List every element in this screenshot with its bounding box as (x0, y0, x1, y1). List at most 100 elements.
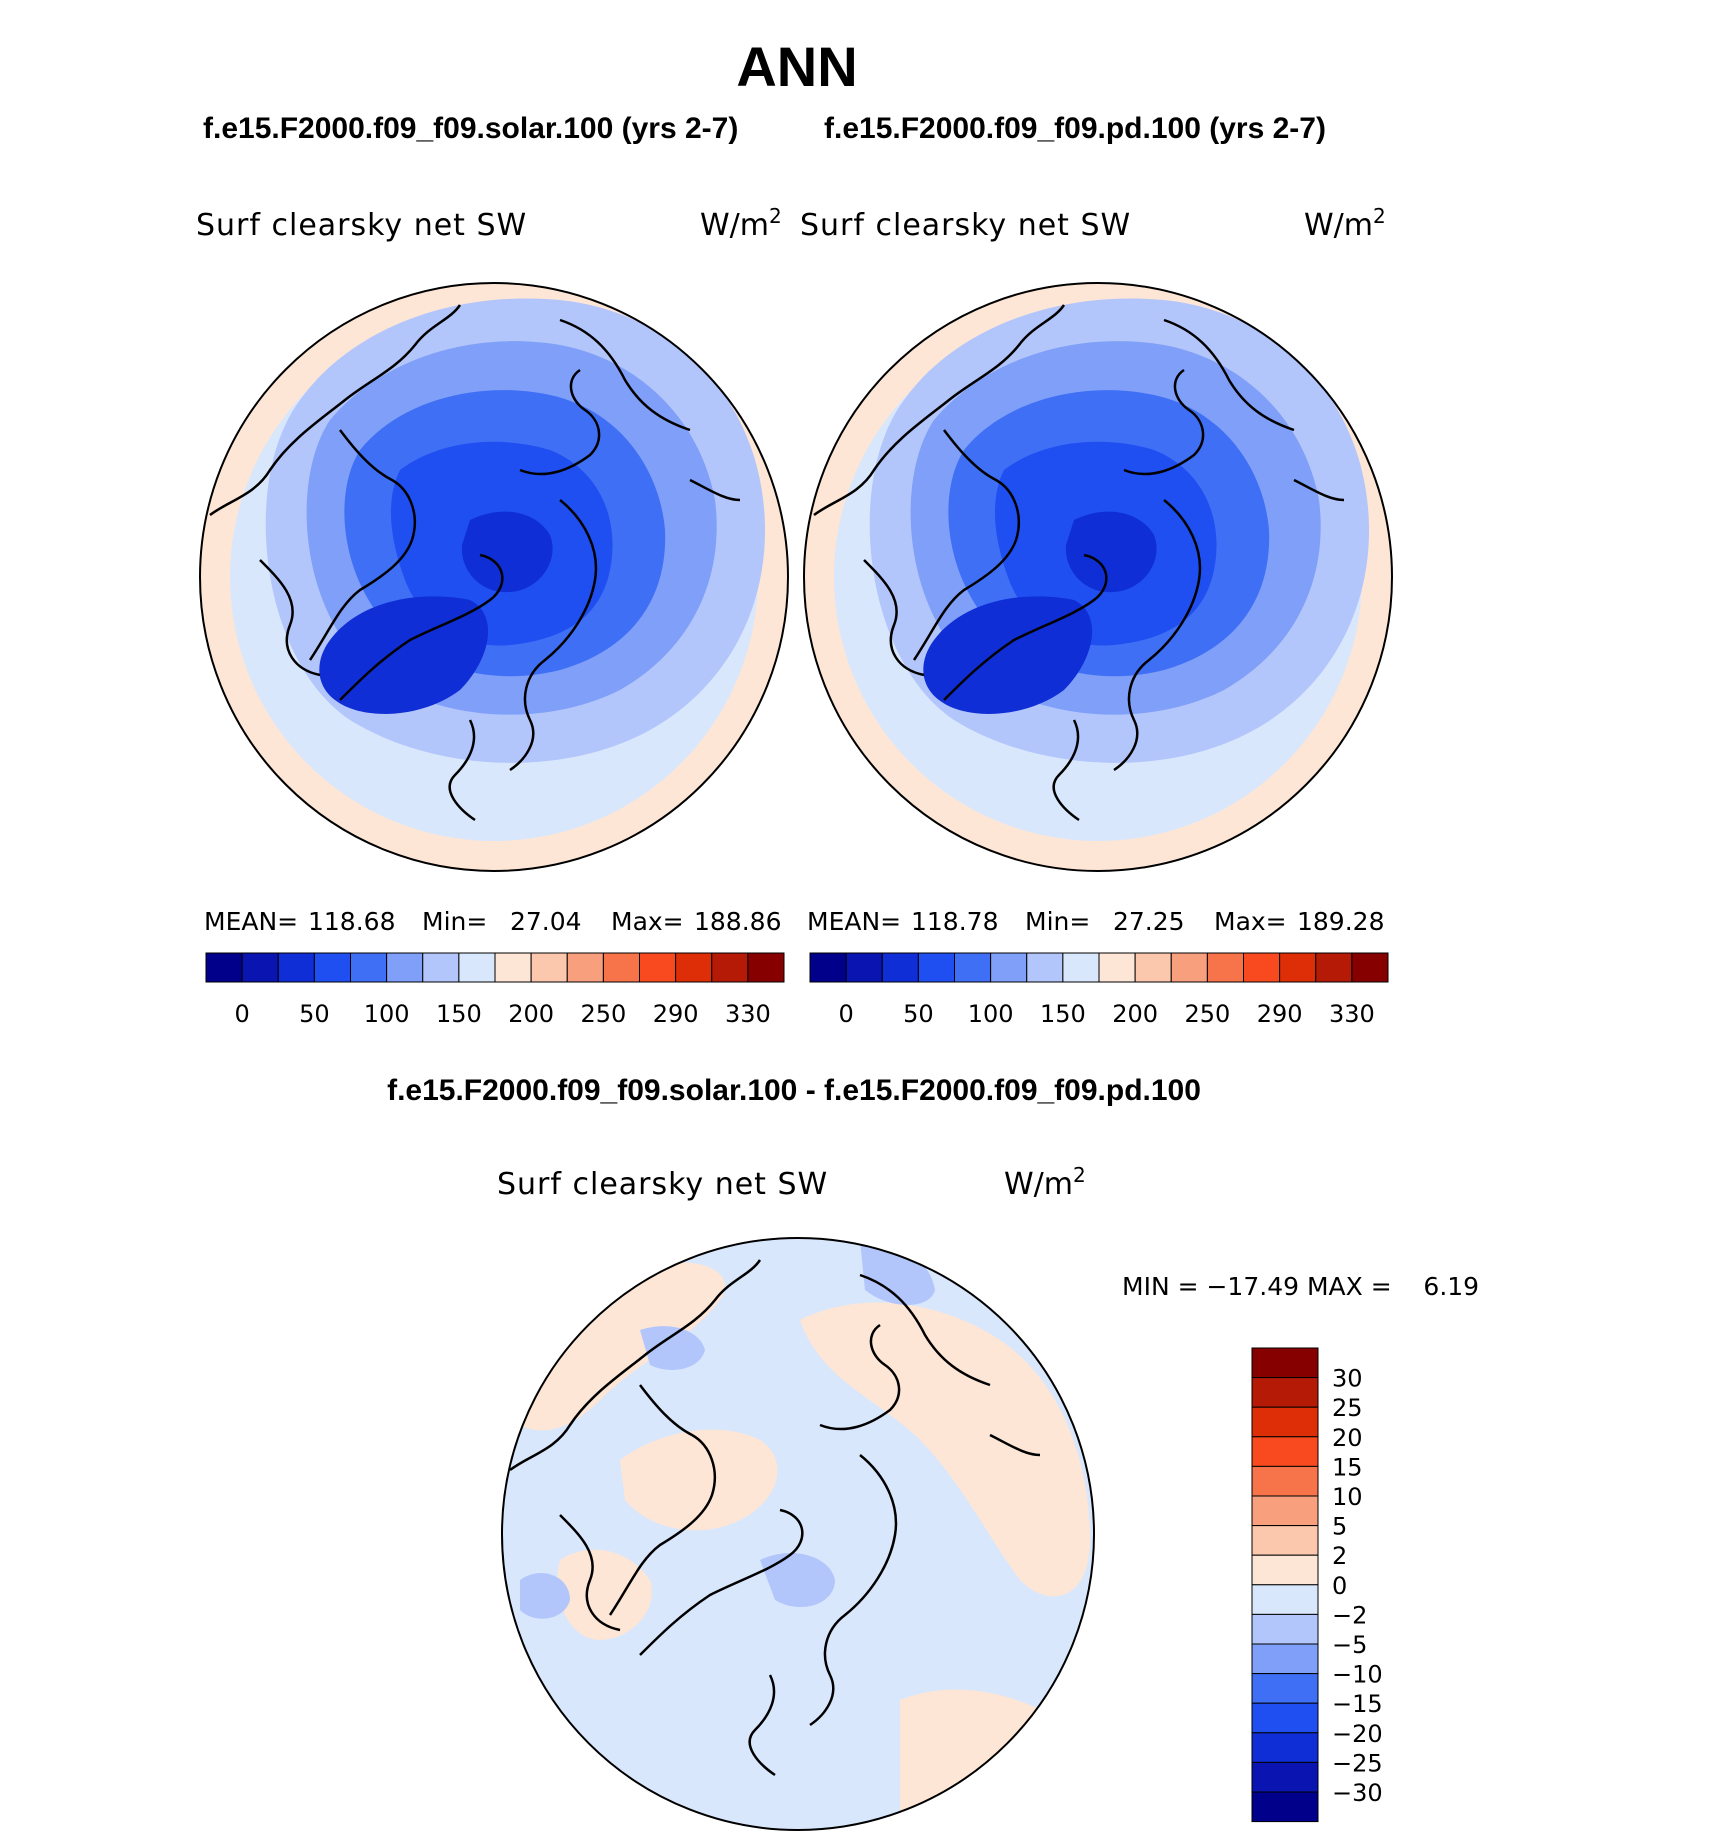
diff-colorbar-tick-label: 20 (1332, 1424, 1363, 1452)
panel-pd-colorbar-box (1026, 952, 1064, 983)
panel-solar-colorbar-tick-label: 150 (436, 1000, 482, 1028)
panel-pd-stats: MEAN= 118.78 Min= 27.25 Max= 189.28 (807, 907, 1384, 936)
panel-solar-colorbar-box (458, 952, 496, 983)
diff-colorbar-tick-label: 25 (1332, 1394, 1363, 1422)
panel-pd: f.e15.F2000.f09_f09.pd.100 (yrs 2-7) Sur… (800, 112, 1393, 1028)
panel-pd-colorbar-box (1243, 952, 1281, 983)
panel-pd-max-label: Max= (1214, 907, 1287, 936)
diff-colorbar-box (1251, 1377, 1319, 1408)
panel-pd-colorbar-box (1098, 952, 1136, 983)
panel-solar-colorbar-box (639, 952, 677, 983)
diff-colorbar-box (1251, 1525, 1319, 1556)
diff-colorbar-box (1251, 1406, 1319, 1438)
panel-pd-colorbar-tick-label: 100 (968, 1000, 1014, 1028)
diff-colorbar-box (1251, 1673, 1319, 1704)
diff-colorbar-tick-label: 0 (1332, 1572, 1347, 1600)
panel-pd-colorbar-box (1351, 952, 1389, 983)
diff-colorbar-tick-label: 15 (1332, 1453, 1363, 1481)
diff-colorbar-tick-label: −10 (1332, 1661, 1383, 1689)
panel-solar-colorbar: 0 50 100 150 200 250 290 330 (205, 952, 785, 1028)
diff-colorbar-tick-label: −25 (1332, 1749, 1383, 1777)
panel-solar: f.e15.F2000.f09_f09.solar.100 (yrs 2-7) … (196, 112, 789, 1028)
panel-solar-colorbar-box (205, 952, 243, 983)
panel-pd-colorbar-tick-label: 200 (1112, 1000, 1158, 1028)
panel-solar-colorbar-tick-label: 100 (364, 1000, 410, 1028)
panel-pd-colorbar-box (917, 952, 955, 983)
diff-colorbar-tick-label: −5 (1332, 1631, 1367, 1659)
panel-pd-colorbar-box (1062, 952, 1100, 983)
panel-solar-colorbar-box (602, 952, 640, 983)
panel-solar-colorbar-tick-label: 50 (299, 1000, 330, 1028)
panel-pd-colorbar-tick-label: 250 (1184, 1000, 1230, 1028)
panel-solar-colorbar-box (494, 952, 532, 983)
map-pd (803, 282, 1393, 872)
diff-colorbar-tick-label: −2 (1332, 1601, 1367, 1629)
diff-colorbar-box (1251, 1791, 1319, 1823)
panel-pd-colorbar-tick-label: 290 (1257, 1000, 1303, 1028)
diff-colorbar-tick-label: 10 (1332, 1483, 1363, 1511)
diff-colorbar-box (1251, 1613, 1319, 1645)
panel-pd-colorbar: 0 50 100 150 200 250 290 330 (809, 952, 1389, 1028)
panel-solar-colorbar-tick-label: 290 (653, 1000, 699, 1028)
panel-solar-min-value: 27.04 (510, 907, 582, 936)
diff-colorbar-box (1251, 1643, 1319, 1675)
map-difference (501, 1237, 1095, 1831)
panel-solar-colorbar-box (277, 952, 315, 983)
diff-colorbar-tick-label: 2 (1332, 1542, 1347, 1570)
panel-pd-colorbar-tick-label: 330 (1329, 1000, 1375, 1028)
panel-pd-colorbar-box (1279, 952, 1317, 983)
panel-pd-colorbar-tick-label: 0 (838, 1000, 853, 1028)
diff-variable-label: Surf clearsky net SW (497, 1167, 828, 1202)
diff-colorbar-tick-label: 5 (1332, 1513, 1347, 1541)
panel-pd-colorbar-box (1206, 952, 1244, 983)
panel-solar-colorbar-box (313, 952, 351, 983)
diff-colorbar-box (1251, 1465, 1319, 1497)
panel-solar-colorbar-box (422, 952, 460, 983)
panel-solar-variable-label: Surf clearsky net SW (196, 208, 527, 243)
diff-colorbar-box (1251, 1761, 1319, 1793)
panel-solar-colorbar-tick-label: 200 (508, 1000, 554, 1028)
panel-solar-colorbar-box (350, 952, 388, 983)
panel-pd-units: W/m2 (1304, 204, 1386, 243)
panel-solar-colorbar-tick-label: 0 (234, 1000, 249, 1028)
diff-colorbar-box (1251, 1732, 1319, 1763)
panel-pd-min-label: Min= (1025, 907, 1090, 936)
diff-case-title: f.e15.F2000.f09_f09.solar.100 - f.e15.F2… (387, 1074, 1201, 1107)
diff-colorbar-box (1251, 1436, 1319, 1467)
diff-colorbar-tick-label: −30 (1332, 1779, 1383, 1807)
panel-solar-max-label: Max= (611, 907, 684, 936)
panel-solar-case-title: f.e15.F2000.f09_f09.solar.100 (yrs 2-7) (203, 112, 738, 145)
panel-pd-colorbar-box (1170, 952, 1208, 983)
panel-solar-stats: MEAN= 118.68 Min= 27.04 Max= 188.86 (204, 907, 781, 936)
panel-pd-colorbar-box (881, 952, 919, 983)
panel-solar-mean-label: MEAN= (204, 907, 298, 936)
diff-colorbar-tick-label: −15 (1332, 1690, 1383, 1718)
panel-pd-colorbar-box (809, 952, 847, 983)
main-title: ANN (736, 35, 857, 98)
panel-pd-colorbar-box (954, 952, 992, 983)
panel-pd-min-value: 27.25 (1113, 907, 1185, 936)
panel-pd-colorbar-box (845, 952, 883, 983)
panel-solar-colorbar-box (711, 952, 749, 983)
panel-pd-colorbar-tick-label: 50 (903, 1000, 934, 1028)
panel-solar-colorbar-tick-label: 330 (725, 1000, 771, 1028)
diff-colorbar-tick-label: −20 (1332, 1720, 1383, 1748)
panel-pd-colorbar-tick-label: 150 (1040, 1000, 1086, 1028)
panel-solar-colorbar-tick-label: 250 (580, 1000, 626, 1028)
panel-solar-colorbar-box (241, 952, 279, 983)
panel-solar-max-value: 188.86 (694, 907, 781, 936)
panel-solar-colorbar-box (675, 952, 713, 983)
panel-solar-units: W/m2 (700, 204, 782, 243)
panel-pd-max-value: 189.28 (1297, 907, 1384, 936)
diff-minmax: MIN = −17.49 MAX = 6.19 (1122, 1272, 1479, 1301)
panel-pd-variable-label: Surf clearsky net SW (800, 208, 1131, 243)
diff-colorbar-box (1251, 1347, 1319, 1379)
diff-colorbar-tick-label: 30 (1332, 1365, 1363, 1393)
panel-pd-mean-value: 118.78 (911, 907, 998, 936)
panel-pd-colorbar-box (990, 952, 1028, 983)
panel-solar-colorbar-box (530, 952, 568, 983)
panel-solar-colorbar-box (566, 952, 604, 983)
diff-colorbar-box (1251, 1495, 1319, 1527)
